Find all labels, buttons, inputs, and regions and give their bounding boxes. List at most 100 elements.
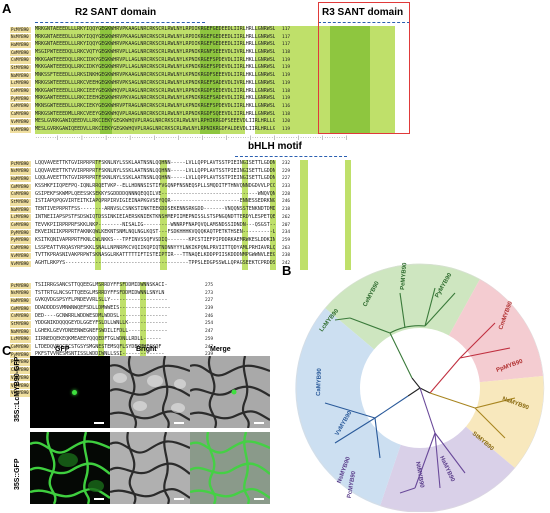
sequence-name: CaMYB90	[10, 245, 31, 252]
r3-sant-domain-title: R3 SANT domain	[322, 7, 404, 18]
clade-sector-blue	[295, 308, 420, 506]
bhlh-motif-title: bHLH motif	[248, 141, 302, 152]
cells-merge-1	[190, 356, 270, 428]
r2-sant-domain-title: R2 SANT domain	[75, 7, 157, 18]
sequence-residues: LQQLAVEETTKTGVIRPRPRTFSKNLNYLSSKLAATNSNL…	[35, 175, 275, 182]
sequence-name: CeMYB90	[10, 344, 31, 351]
sequence-residues: PKFSTVVNESMSNTISSLWDDIWNLLSSI-----------…	[35, 351, 165, 358]
sequence-name: NaMYB90	[10, 206, 31, 214]
sequence-position: 259	[282, 237, 291, 243]
sequence-name: PcMYB90	[10, 160, 31, 168]
panel-a-letter: A	[2, 1, 12, 16]
sequence-name: HaMYB90	[10, 41, 31, 49]
col-label-bright: Bright	[136, 346, 157, 353]
sequence-residues: MKNSGWTEEEDLLLRKCIEKYGEGKWHRVPTRAGLNRCRK…	[35, 102, 275, 109]
sequence-position: 228	[282, 191, 291, 197]
sequence-residues: MNKSSFTEEEDLLLRKSINKHGEGKWHRVPKAAGLNRCRK…	[35, 72, 275, 79]
sequence-position: 239	[205, 306, 214, 312]
sequence-residues: TENTIVEPRPRTFSS--------ARNVSLCSNKSTINKTE…	[35, 206, 275, 213]
sequence-position: 207	[282, 222, 291, 228]
sequence-name: VvMYB90	[10, 390, 31, 397]
sequence-residues: EKVEINIIKPRPRTFAKNKQWLKEKNTSNMLNQLNGLKQS…	[35, 229, 275, 236]
sequence-name: PyMYB90	[10, 237, 31, 244]
sequence-name: LcMYB90	[10, 336, 31, 343]
sequence-position: 263	[282, 245, 291, 251]
sequence-position: 227	[205, 298, 214, 304]
sequence-residues: MSGIPWTEEEDQLLRKCVQTYGEGKWHRVPLLAGLNRCRK…	[35, 49, 275, 56]
sequence-residues: MESLGVRKGAWIQEEDVLLRKCIEKYGEGKWHQVPLRAGL…	[35, 125, 275, 132]
sequence-residues: MRKGNTAEEEDLLLRKYIQQYGEGKWHRVPKAAGLNRCRK…	[35, 41, 275, 48]
sequence-residues: ISTIAPQPQGVIRTEITKIAPQPRPIRVIGIEINAPKGVS…	[35, 198, 275, 205]
sequence-residues: MRKGNTAEEEDLLLRKYIQQYGEGKWHRVPKAAGLNRCRK…	[35, 26, 275, 32]
sequence-name: StMYB90	[10, 199, 31, 206]
sequence-name: HaMYB90	[10, 297, 31, 305]
sequence-position: 119	[282, 57, 291, 63]
sequence-position: 247	[205, 344, 214, 350]
r3-red-box	[318, 2, 410, 134]
sequence-position: 254	[205, 321, 214, 327]
sequence-residues: TSIIRRGSANCSTTQQEEGLMSRRDYFFSFDDMIDWNNSK…	[35, 282, 168, 288]
sequence-name: CmMYB90	[10, 183, 31, 191]
sequence-name: PcMYB90	[10, 282, 31, 290]
sequence-position: 239	[205, 352, 214, 358]
bhlh-highlight-4	[300, 160, 308, 270]
micro-lcmyb90-bright	[110, 356, 190, 428]
sequence-residues: TVTTKPRASNIVAKPRPWTSKNASGLRKATTTTTIFTIST…	[35, 252, 275, 259]
tree-label-ntmyb90: NtMYB90	[414, 461, 425, 489]
sequence-residues: DDADDDDSVMNWNWQEFSDLLDMWWEIS------------…	[35, 305, 171, 312]
tree-label-pemyb90: PeMYB90	[400, 262, 408, 290]
sequence-residues: MRKGAWTEEEDLLLRKCIEEHGEGKWHRVPKVAGLNRCRK…	[35, 95, 275, 102]
sequence-position: 273	[205, 290, 214, 296]
micro-gfp-merge	[190, 432, 270, 504]
sequence-name: LcMYB90	[10, 214, 31, 221]
panel-c-letter: C	[2, 343, 12, 358]
sequence-position: 118	[282, 88, 291, 94]
clade-sector-green	[325, 263, 480, 388]
sequence-residues: LSSPEATTVRQASYRFSKKLSNALLNPNRPKCVQIIKQPI…	[35, 244, 275, 251]
tree-label-camyb90: CaMYB90	[316, 368, 323, 397]
sequence-name: PyMYB90	[10, 359, 31, 366]
sequence-name: CeMYB90	[10, 103, 31, 110]
sequence-name: StMYB90	[10, 65, 31, 72]
sequence-name: NaMYB90	[10, 328, 31, 336]
phylogenetic-tree: CeMYB90 PeMYB90 PyMYB90 LcMYB90 CmMYB90 …	[295, 262, 545, 512]
sequence-residues: MRKGNTAEEEDLLLRKYIQQYGEGKWHRVPKAAGLNRCRK…	[35, 33, 275, 40]
bhlh-highlight-2	[242, 160, 248, 270]
sequence-name: NsMYB90	[10, 168, 31, 175]
sequence-residues: MKKGAWTEEEDQLLRKCIDKYGEGKWHRVPLLAGLNRCRK…	[35, 56, 275, 63]
sequence-name: CeMYB90	[10, 88, 31, 95]
sequence-name: NsMYB90	[10, 290, 31, 297]
sequence-position: 119	[282, 73, 291, 79]
sequence-name: PyMYB90	[10, 95, 31, 103]
sequence-residues: LQQVAVEETTKTGVIRPRPRTFSKNLNYLSSKLAATNSNL…	[35, 160, 275, 166]
sequence-residues: TEVVKPIIRPRPRFSKKLNKP--------NISALIG----…	[35, 221, 275, 228]
sequence-residues: MESLGVRKGAWIQEEDVLLRKCIEKYGEGKWHQVPLRAGL…	[35, 118, 275, 125]
sequence-name: CnMYB90	[10, 313, 31, 320]
sequence-residues: TSTTRTGLNCSGTTQEEGLMSRRDYFFSFDDMIDWNNLSN…	[35, 289, 165, 296]
sequence-name: PcMYB90	[10, 26, 31, 34]
bhlh-dashed-line	[235, 156, 347, 157]
sequence-name: CmMYB90	[10, 49, 31, 57]
sequence-name: VvMYB90	[10, 252, 31, 260]
conserved-highlight-3	[330, 26, 370, 134]
sequence-position: 117	[282, 42, 291, 48]
sequence-position: 119	[282, 80, 291, 86]
row-label-gfp: 35S::GFP	[14, 458, 21, 490]
col-label-gfp: GFP	[55, 346, 70, 353]
bhlh-highlight-5	[345, 160, 351, 270]
sequence-position: 119	[282, 96, 291, 102]
sequence-residues: LTDEDQVEQCECSTGSYSMGNESTEMSQFLSYDEKMHEGK…	[35, 343, 162, 350]
r3-highlight	[255, 26, 395, 134]
sequence-residues: MKKGAWTEEEDQLLRKCIDKYGEGKWHRVPLLAGLNRCRK…	[35, 64, 275, 71]
sequence-name: NsMYB90	[10, 34, 31, 41]
sequence-position: 246	[205, 313, 214, 319]
panel-b-letter: B	[282, 263, 292, 278]
bhlh-highlight-6	[95, 160, 101, 270]
sequence-residues: MRKGSWTEEEDMLLRKCVEEYGEGKWHQVPLRAGLNRCRK…	[35, 110, 275, 117]
sequence-position: 259	[205, 336, 214, 342]
micro-gfp-bright	[110, 432, 190, 504]
sequence-name: CaMYB90	[10, 367, 31, 374]
sequence-name: VvMYB90	[10, 118, 31, 126]
micro-lcmyb90-merge	[190, 356, 270, 428]
sequence-position: 118	[282, 111, 291, 117]
